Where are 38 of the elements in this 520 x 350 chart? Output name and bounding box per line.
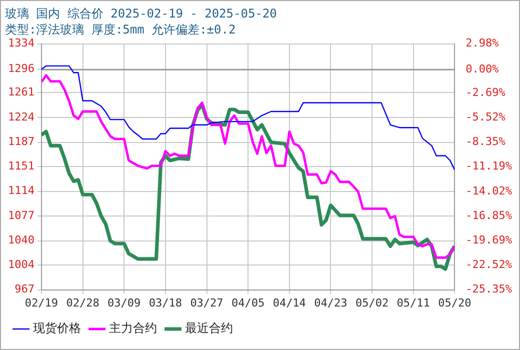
- chart-subtitle: 类型:浮法玻璃 厚度:5mm 允许偏差:±0.2: [5, 22, 236, 37]
- y2-tick-label: -25.35%: [466, 282, 512, 296]
- legend-label: 主力合约: [109, 321, 157, 336]
- y-tick-label: 1296: [8, 62, 34, 76]
- y-tick-label: 1077: [8, 208, 34, 222]
- x-tick-label: 04/14: [272, 296, 306, 310]
- y2-tick-label: -11.19%: [466, 160, 512, 173]
- x-tick-label: 03/27: [190, 296, 224, 310]
- x-tick-label: 03/09: [108, 296, 141, 310]
- legend-label: 现货价格: [33, 321, 81, 336]
- y-tick-label: 1151: [8, 159, 34, 172]
- y2-tick-label: -14.02%: [466, 184, 512, 198]
- y-tick-label: 1187: [8, 135, 34, 148]
- x-tick-label: 02/19: [24, 296, 58, 310]
- y2-tick-label: -19.69%: [466, 234, 512, 247]
- y2-tick-label: -5.52%: [466, 110, 506, 124]
- y-tick-label: 1261: [8, 86, 34, 99]
- x-tick-label: 05/02: [355, 296, 389, 310]
- x-tick-label: 03/18: [148, 296, 182, 310]
- chart-title: 玻璃 国内 综合价 2025-02-19 - 2025-05-20: [5, 6, 277, 20]
- legend-label: 最近合约: [185, 321, 233, 336]
- x-tick-label: 02/28: [66, 296, 100, 310]
- y2-tick-label: -16.85%: [466, 208, 512, 222]
- x-tick-label: 05/11: [396, 296, 430, 310]
- y-tick-label: 1224: [8, 110, 35, 124]
- x-tick-label: 05/20: [438, 296, 472, 310]
- y-tick-label: 1040: [8, 234, 34, 247]
- x-tick-label: 04/23: [314, 296, 348, 310]
- y-tick-label: 967: [14, 282, 34, 296]
- y-tick-label: 1114: [8, 184, 35, 198]
- y2-tick-label: -8.35%: [466, 135, 506, 148]
- y2-tick-label: 0.00%: [466, 62, 500, 76]
- x-tick-label: 04/05: [232, 296, 265, 310]
- y2-tick-label: -2.69%: [466, 86, 506, 99]
- y-tick-label: 1004: [8, 258, 35, 271]
- y2-tick-label: -22.52%: [466, 258, 512, 272]
- y-tick-label: 1334: [8, 36, 35, 50]
- y2-tick-label: 2.98%: [466, 36, 500, 50]
